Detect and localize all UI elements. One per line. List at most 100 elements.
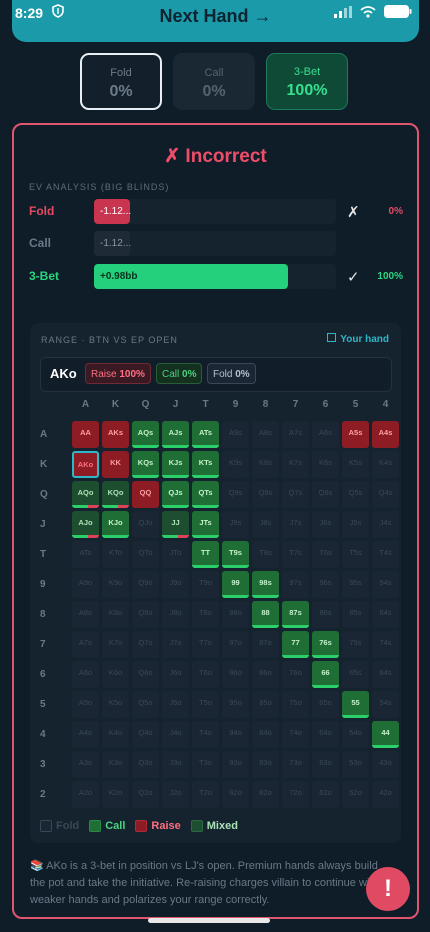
hand-cell[interactable]: JTo bbox=[162, 541, 189, 568]
hand-cell[interactable]: K5o bbox=[102, 691, 129, 718]
hand-cell[interactable]: KK bbox=[102, 451, 129, 478]
hand-cell[interactable]: KQs bbox=[132, 451, 159, 478]
hand-cell[interactable]: 86o bbox=[252, 661, 279, 688]
hand-cell[interactable]: J7s bbox=[282, 511, 309, 538]
hand-cell[interactable]: AA bbox=[72, 421, 99, 448]
hand-cell[interactable]: KJo bbox=[102, 511, 129, 538]
hand-cell[interactable]: 98s bbox=[252, 571, 279, 598]
hand-cell[interactable]: 72o bbox=[282, 781, 309, 808]
hand-cell[interactable]: Q5o bbox=[132, 691, 159, 718]
hand-cell[interactable]: 84o bbox=[252, 721, 279, 748]
hand-cell[interactable]: A6s bbox=[312, 421, 339, 448]
hand-cell[interactable]: T6o bbox=[192, 661, 219, 688]
hand-cell[interactable]: 74s bbox=[372, 631, 399, 658]
hand-cell[interactable]: QTo bbox=[132, 541, 159, 568]
hand-cell[interactable]: JTs bbox=[192, 511, 219, 538]
hand-cell[interactable]: J3o bbox=[162, 751, 189, 778]
option-fold[interactable]: Fold 0% bbox=[80, 53, 162, 110]
hand-cell[interactable]: KJs bbox=[162, 451, 189, 478]
hand-cell[interactable]: 87s bbox=[282, 601, 309, 628]
hand-cell[interactable]: Q2o bbox=[132, 781, 159, 808]
hand-cell[interactable]: AJo bbox=[72, 511, 99, 538]
hand-cell[interactable]: 44 bbox=[372, 721, 399, 748]
hand-cell[interactable]: T4s bbox=[372, 541, 399, 568]
hand-cell[interactable]: A4o bbox=[72, 721, 99, 748]
hand-cell[interactable]: T9o bbox=[192, 571, 219, 598]
hand-cell[interactable]: J8s bbox=[252, 511, 279, 538]
hand-cell[interactable]: 75o bbox=[282, 691, 309, 718]
hand-cell[interactable]: 94o bbox=[222, 721, 249, 748]
hand-cell[interactable]: ATo bbox=[72, 541, 99, 568]
hand-cell[interactable]: 73o bbox=[282, 751, 309, 778]
hand-cell[interactable]: QQ bbox=[132, 481, 159, 508]
hand-cell[interactable]: T3o bbox=[192, 751, 219, 778]
report-button[interactable]: ! bbox=[366, 867, 410, 911]
hand-cell[interactable]: KTs bbox=[192, 451, 219, 478]
hand-cell[interactable]: A7s bbox=[282, 421, 309, 448]
hand-cell-selected[interactable]: AKo bbox=[72, 451, 99, 478]
hand-cell[interactable]: T8s bbox=[252, 541, 279, 568]
hand-cell[interactable]: 95s bbox=[342, 571, 369, 598]
hand-cell[interactable]: A8o bbox=[72, 601, 99, 628]
hand-cell[interactable]: 54o bbox=[342, 721, 369, 748]
hand-cell[interactable]: T7s bbox=[282, 541, 309, 568]
hand-cell[interactable]: 64o bbox=[312, 721, 339, 748]
hand-cell[interactable]: K8s bbox=[252, 451, 279, 478]
hand-cell[interactable]: 88 bbox=[252, 601, 279, 628]
hand-cell[interactable]: QTs bbox=[192, 481, 219, 508]
hand-cell[interactable]: 93o bbox=[222, 751, 249, 778]
hand-cell[interactable]: 65s bbox=[342, 661, 369, 688]
hand-cell[interactable]: 52o bbox=[342, 781, 369, 808]
hand-cell[interactable]: Q4o bbox=[132, 721, 159, 748]
hand-cell[interactable]: J9s bbox=[222, 511, 249, 538]
hand-cell[interactable]: T8o bbox=[192, 601, 219, 628]
hand-cell[interactable]: K7o bbox=[102, 631, 129, 658]
hand-cell[interactable]: 92o bbox=[222, 781, 249, 808]
hand-cell[interactable]: A7o bbox=[72, 631, 99, 658]
hand-cell[interactable]: T4o bbox=[192, 721, 219, 748]
hand-cell[interactable]: 55 bbox=[342, 691, 369, 718]
hand-cell[interactable]: T2o bbox=[192, 781, 219, 808]
hand-cell[interactable]: Q5s bbox=[342, 481, 369, 508]
hand-cell[interactable]: Q7o bbox=[132, 631, 159, 658]
hand-cell[interactable]: 54s bbox=[372, 691, 399, 718]
hand-cell[interactable]: K5s bbox=[342, 451, 369, 478]
hand-cell[interactable]: A8s bbox=[252, 421, 279, 448]
hand-cell[interactable]: 97o bbox=[222, 631, 249, 658]
hand-cell[interactable]: 87o bbox=[252, 631, 279, 658]
hand-cell[interactable]: A4s bbox=[372, 421, 399, 448]
hand-cell[interactable]: T6s bbox=[312, 541, 339, 568]
hand-cell[interactable]: Q7s bbox=[282, 481, 309, 508]
hand-cell[interactable]: 96o bbox=[222, 661, 249, 688]
hand-cell[interactable]: J8o bbox=[162, 601, 189, 628]
hand-cell[interactable]: 98o bbox=[222, 601, 249, 628]
hand-cell[interactable]: K2o bbox=[102, 781, 129, 808]
hand-cell[interactable]: T5o bbox=[192, 691, 219, 718]
hand-cell[interactable]: Q9o bbox=[132, 571, 159, 598]
hand-cell[interactable]: A9o bbox=[72, 571, 99, 598]
hand-cell[interactable]: A9s bbox=[222, 421, 249, 448]
hand-cell[interactable]: A6o bbox=[72, 661, 99, 688]
hand-cell[interactable]: J9o bbox=[162, 571, 189, 598]
hand-cell[interactable]: T9s bbox=[222, 541, 249, 568]
hand-cell[interactable]: 86s bbox=[312, 601, 339, 628]
hand-cell[interactable]: KQo bbox=[102, 481, 129, 508]
hand-cell[interactable]: Q9s bbox=[222, 481, 249, 508]
option-call[interactable]: Call 0% bbox=[173, 53, 255, 110]
hand-cell[interactable]: 76o bbox=[282, 661, 309, 688]
hand-cell[interactable]: 75s bbox=[342, 631, 369, 658]
hand-cell[interactable]: J5s bbox=[342, 511, 369, 538]
hand-cell[interactable]: Q4s bbox=[372, 481, 399, 508]
hand-cell[interactable]: K4s bbox=[372, 451, 399, 478]
hand-cell[interactable]: 99 bbox=[222, 571, 249, 598]
hand-cell[interactable]: Q8o bbox=[132, 601, 159, 628]
hand-cell[interactable]: Q6o bbox=[132, 661, 159, 688]
hand-cell[interactable]: A5s bbox=[342, 421, 369, 448]
hand-cell[interactable]: AJs bbox=[162, 421, 189, 448]
option-3bet[interactable]: 3-Bet 100% bbox=[266, 53, 348, 110]
hand-cell[interactable]: J4s bbox=[372, 511, 399, 538]
hand-cell[interactable]: 96s bbox=[312, 571, 339, 598]
hand-cell[interactable]: 53o bbox=[342, 751, 369, 778]
hand-cell[interactable]: K9s bbox=[222, 451, 249, 478]
hand-cell[interactable]: 83o bbox=[252, 751, 279, 778]
